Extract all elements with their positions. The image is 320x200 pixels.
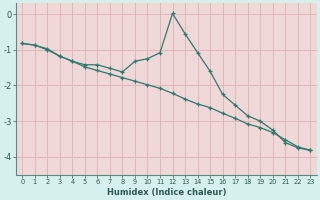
- X-axis label: Humidex (Indice chaleur): Humidex (Indice chaleur): [107, 188, 226, 197]
